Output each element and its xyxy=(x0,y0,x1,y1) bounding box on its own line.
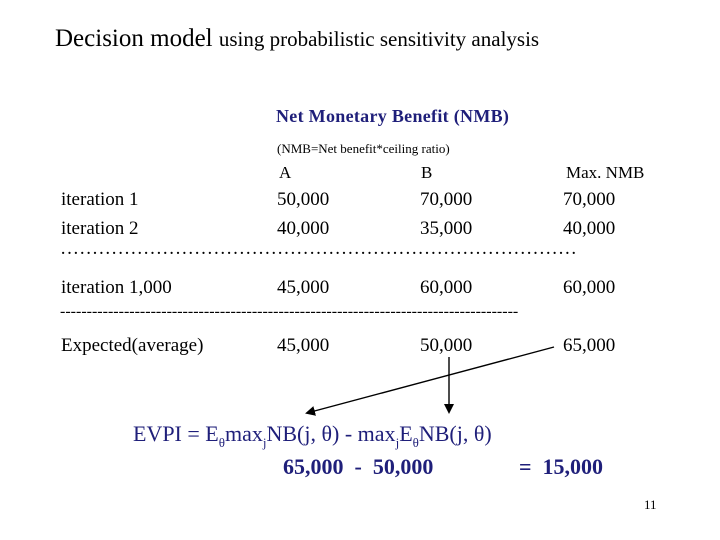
row-expected-a: 45,000 xyxy=(277,335,330,356)
row-label-expected: Expected(average) xyxy=(61,335,204,356)
dotted-separator: ……………………………………………………………………… xyxy=(60,238,578,259)
evpi-calculation: 65,000 - 50,000 xyxy=(283,454,434,479)
row-iteration-2-b: 35,000 xyxy=(420,218,473,239)
evpi-sub-theta-1: θ xyxy=(218,435,225,450)
row-iteration-1000-b: 60,000 xyxy=(420,277,473,298)
row-expected-max: 65,000 xyxy=(563,335,616,356)
column-header-a: A xyxy=(279,163,292,182)
row-iteration-1-b: 70,000 xyxy=(420,189,473,210)
dashed-separator: ----------------------------------------… xyxy=(60,303,519,320)
row-iteration-1-max: 70,000 xyxy=(563,189,616,210)
evpi-result: = 15,000 xyxy=(519,454,604,479)
row-expected-b: 50,000 xyxy=(420,335,473,356)
evpi-sub-j-1: j xyxy=(262,435,267,450)
slide-title-sub: using probabilistic sensitivity analysis xyxy=(218,27,540,51)
slide-title-main: Decision model xyxy=(55,25,213,52)
evpi-formula: EVPI = EθmaxjNB(j, θ) - maxjEθNB(j, θ) xyxy=(133,421,492,451)
row-label-iteration-2: iteration 2 xyxy=(61,218,139,239)
page-number: 11 xyxy=(644,497,657,512)
slide-title: Decision model using probabilistic sensi… xyxy=(55,25,539,53)
row-iteration-1000-a: 45,000 xyxy=(277,277,330,298)
row-iteration-2-a: 40,000 xyxy=(277,218,330,239)
column-header-max-nmb: Max. NMB xyxy=(566,163,645,182)
row-iteration-2-max: 40,000 xyxy=(563,218,616,239)
evpi-sub-j-2: j xyxy=(395,435,400,450)
nmb-note: (NMB=Net benefit*ceiling ratio) xyxy=(277,141,450,156)
row-label-iteration-1000: iteration 1,000 xyxy=(61,277,172,298)
evpi-text-1: EVPI = E xyxy=(133,421,219,446)
row-iteration-1-a: 50,000 xyxy=(277,189,330,210)
evpi-text-5: NB(j, θ) xyxy=(418,421,492,446)
evpi-sub-theta-2: θ xyxy=(412,435,419,450)
evpi-text-4: E xyxy=(399,421,413,446)
row-label-iteration-1: iteration 1 xyxy=(61,189,139,210)
nmb-heading: Net Monetary Benefit (NMB) xyxy=(276,106,510,126)
evpi-text-2: max xyxy=(224,421,263,446)
arrow-max-to-evpi-term xyxy=(305,346,555,416)
row-iteration-1000-max: 60,000 xyxy=(563,277,616,298)
column-header-b: B xyxy=(421,163,433,182)
evpi-text-3: NB(j, θ) - max xyxy=(266,421,396,446)
